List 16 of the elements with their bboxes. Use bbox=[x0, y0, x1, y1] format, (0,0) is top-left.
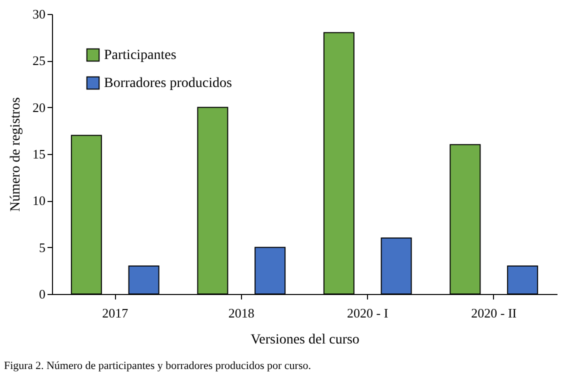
x-tick-label: 2017 bbox=[102, 306, 129, 320]
y-axis-title: Número de registros bbox=[8, 97, 24, 212]
legend-label: Borradores producidos bbox=[104, 76, 232, 91]
text: Figura 2. Número de participantes y borradores producidos por curso. bbox=[3, 360, 312, 372]
y-tick-label: 25 bbox=[32, 53, 46, 68]
y-tick-label: 5 bbox=[39, 240, 46, 255]
x-tick-label: 2020 - I bbox=[347, 306, 388, 320]
y-tick-label: 30 bbox=[32, 6, 46, 22]
y-tick-label: 0 bbox=[39, 286, 46, 302]
x-tick-label: 2020 - II bbox=[471, 306, 517, 320]
y-tick-label: 15 bbox=[32, 146, 46, 162]
x-axis-title: Versiones del curso bbox=[250, 332, 360, 348]
y-tick-label: 20 bbox=[32, 100, 46, 115]
legend-label: Participantes bbox=[104, 48, 176, 63]
y-tick-label: 10 bbox=[32, 193, 46, 208]
x-tick-label: 2018 bbox=[228, 306, 254, 320]
